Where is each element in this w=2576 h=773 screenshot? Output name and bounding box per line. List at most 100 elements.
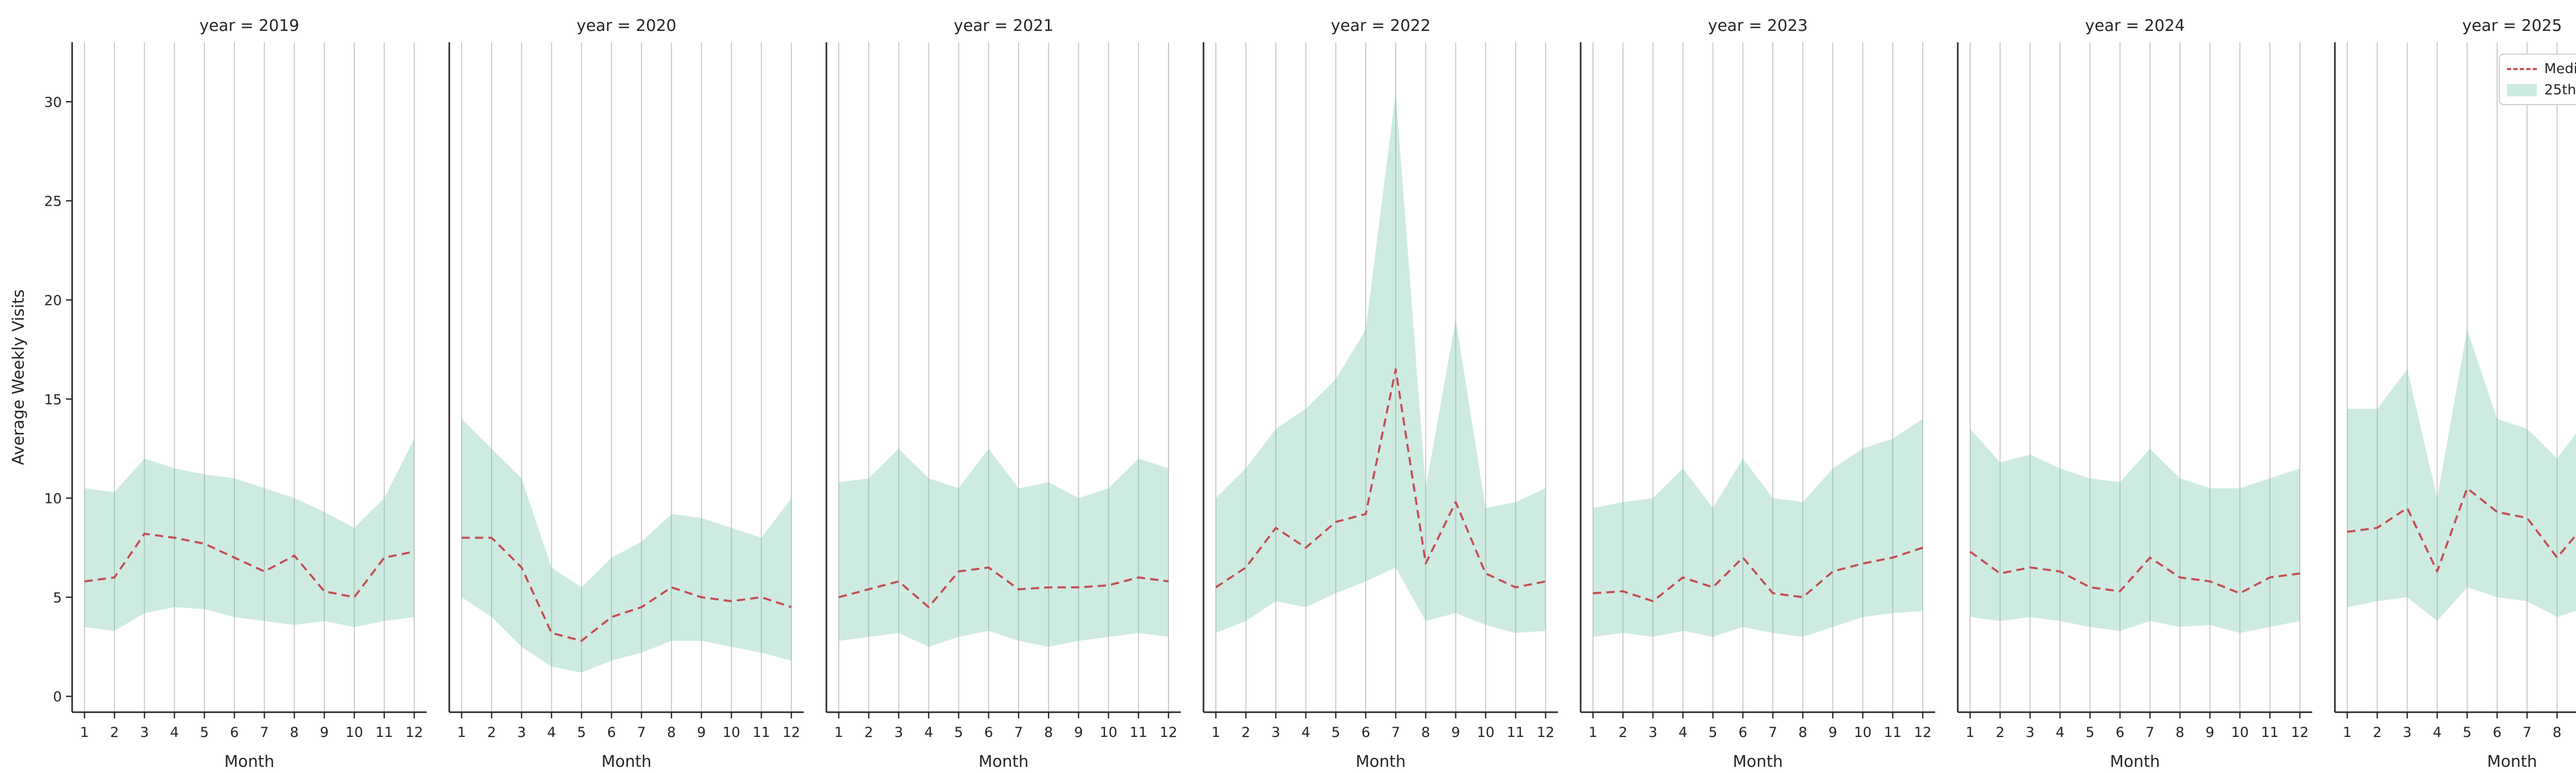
x-tick-label: 4 xyxy=(1679,725,1687,741)
x-tick-label: 9 xyxy=(697,725,706,741)
percentile-band xyxy=(84,439,414,631)
x-axis-label: Month xyxy=(1733,752,1783,771)
x-tick-label: 8 xyxy=(290,725,299,741)
x-tick-label: 2 xyxy=(1242,725,1250,741)
x-tick-label: 3 xyxy=(2403,725,2412,741)
x-axis-label: Month xyxy=(1355,752,1405,771)
x-tick-label: 6 xyxy=(984,725,993,741)
x-tick-label: 7 xyxy=(637,725,646,741)
facet-title: year = 2021 xyxy=(954,16,1054,35)
y-tick-label: 0 xyxy=(53,689,62,705)
x-tick-label: 7 xyxy=(1768,725,1777,741)
legend-label-percentile: 25th-75th Percentile xyxy=(2544,82,2576,98)
x-tick-label: 12 xyxy=(1160,725,1177,741)
median-line xyxy=(1215,368,1546,589)
x-tick-label: 7 xyxy=(1014,725,1023,741)
x-tick-label: 2 xyxy=(487,725,496,741)
x-tick-label: 11 xyxy=(376,725,393,741)
x-tick-label: 8 xyxy=(2553,725,2562,741)
x-tick-label: 1 xyxy=(1211,725,1220,741)
x-tick-label: 4 xyxy=(547,725,556,741)
facet-title: year = 2025 xyxy=(2462,16,2562,35)
x-tick-label: 5 xyxy=(2086,725,2094,741)
x-tick-label: 10 xyxy=(2231,725,2248,741)
x-axis-label: Month xyxy=(224,752,274,771)
x-tick-label: 3 xyxy=(1272,725,1280,741)
x-axis-label: Month xyxy=(978,752,1028,771)
y-axis-label: Average Weekly Visits xyxy=(9,289,28,465)
x-tick-label: 4 xyxy=(924,725,933,741)
x-tick-label: 5 xyxy=(954,725,963,741)
median-line-swatch-icon xyxy=(2507,68,2537,70)
x-tick-label: 6 xyxy=(230,725,239,741)
x-tick-label: 11 xyxy=(753,725,770,741)
x-tick-label: 1 xyxy=(457,725,466,741)
x-tick-label: 10 xyxy=(1477,725,1494,741)
x-tick-label: 12 xyxy=(1914,725,1931,741)
x-tick-label: 8 xyxy=(1799,725,1807,741)
x-tick-label: 6 xyxy=(2115,725,2124,741)
x-tick-label: 2 xyxy=(2373,725,2382,741)
percentile-patch-swatch-icon xyxy=(2507,83,2537,96)
x-tick-label: 10 xyxy=(1099,725,1117,741)
x-tick-label: 11 xyxy=(1130,725,1147,741)
y-tick-label: 30 xyxy=(44,94,62,110)
x-tick-label: 3 xyxy=(2026,725,2035,741)
x-tick-label: 6 xyxy=(2493,725,2501,741)
x-tick-label: 5 xyxy=(200,725,209,741)
x-tick-label: 7 xyxy=(2522,725,2531,741)
x-tick-label: 2 xyxy=(1619,725,1628,741)
x-tick-label: 5 xyxy=(2463,725,2471,741)
x-tick-label: 2 xyxy=(865,725,873,741)
y-tick-label: 10 xyxy=(44,491,62,507)
facet-title: year = 2022 xyxy=(1331,16,1431,35)
x-tick-label: 7 xyxy=(2145,725,2154,741)
percentile-band xyxy=(462,418,791,673)
x-tick-label: 1 xyxy=(834,725,843,741)
x-tick-label: 3 xyxy=(1649,725,1657,741)
x-axis-label: Month xyxy=(2110,752,2160,771)
x-tick-label: 11 xyxy=(1507,725,1524,741)
x-tick-label: 7 xyxy=(260,725,268,741)
x-tick-label: 10 xyxy=(1854,725,1871,741)
x-axis-label: Month xyxy=(2487,752,2537,771)
x-tick-label: 5 xyxy=(1708,725,1717,741)
median-line xyxy=(462,536,792,642)
facet-title: year = 2019 xyxy=(199,16,299,35)
x-tick-label: 4 xyxy=(1301,725,1310,741)
x-tick-label: 3 xyxy=(517,725,526,741)
x-tick-label: 9 xyxy=(2206,725,2214,741)
x-tick-label: 3 xyxy=(894,725,903,741)
percentile-band xyxy=(2347,329,2576,621)
percentile-band xyxy=(1216,92,1546,633)
x-tick-label: 11 xyxy=(2261,725,2279,741)
x-tick-label: 9 xyxy=(1451,725,1460,741)
legend-label-median: Median xyxy=(2544,61,2576,77)
y-tick-label: 15 xyxy=(44,392,62,408)
median-line xyxy=(2347,487,2576,573)
median-line xyxy=(1969,550,2300,595)
facet-title: year = 2020 xyxy=(577,16,676,35)
median-line xyxy=(84,532,415,598)
x-tick-label: 3 xyxy=(140,725,149,741)
x-tick-label: 8 xyxy=(2176,725,2184,741)
x-tick-label: 10 xyxy=(345,725,363,741)
x-tick-label: 9 xyxy=(1828,725,1837,741)
facet-title: year = 2024 xyxy=(2085,16,2185,35)
median-line xyxy=(1592,546,1923,602)
x-tick-label: 7 xyxy=(1391,725,1400,741)
x-tick-label: 12 xyxy=(405,725,423,741)
x-tick-label: 4 xyxy=(2056,725,2064,741)
x-tick-label: 10 xyxy=(722,725,740,741)
x-tick-label: 4 xyxy=(2433,725,2442,741)
x-tick-label: 1 xyxy=(1588,725,1597,741)
x-tick-label: 1 xyxy=(1965,725,1974,741)
x-tick-label: 4 xyxy=(170,725,179,741)
percentile-band xyxy=(1970,429,2300,633)
x-tick-label: 8 xyxy=(1421,725,1430,741)
